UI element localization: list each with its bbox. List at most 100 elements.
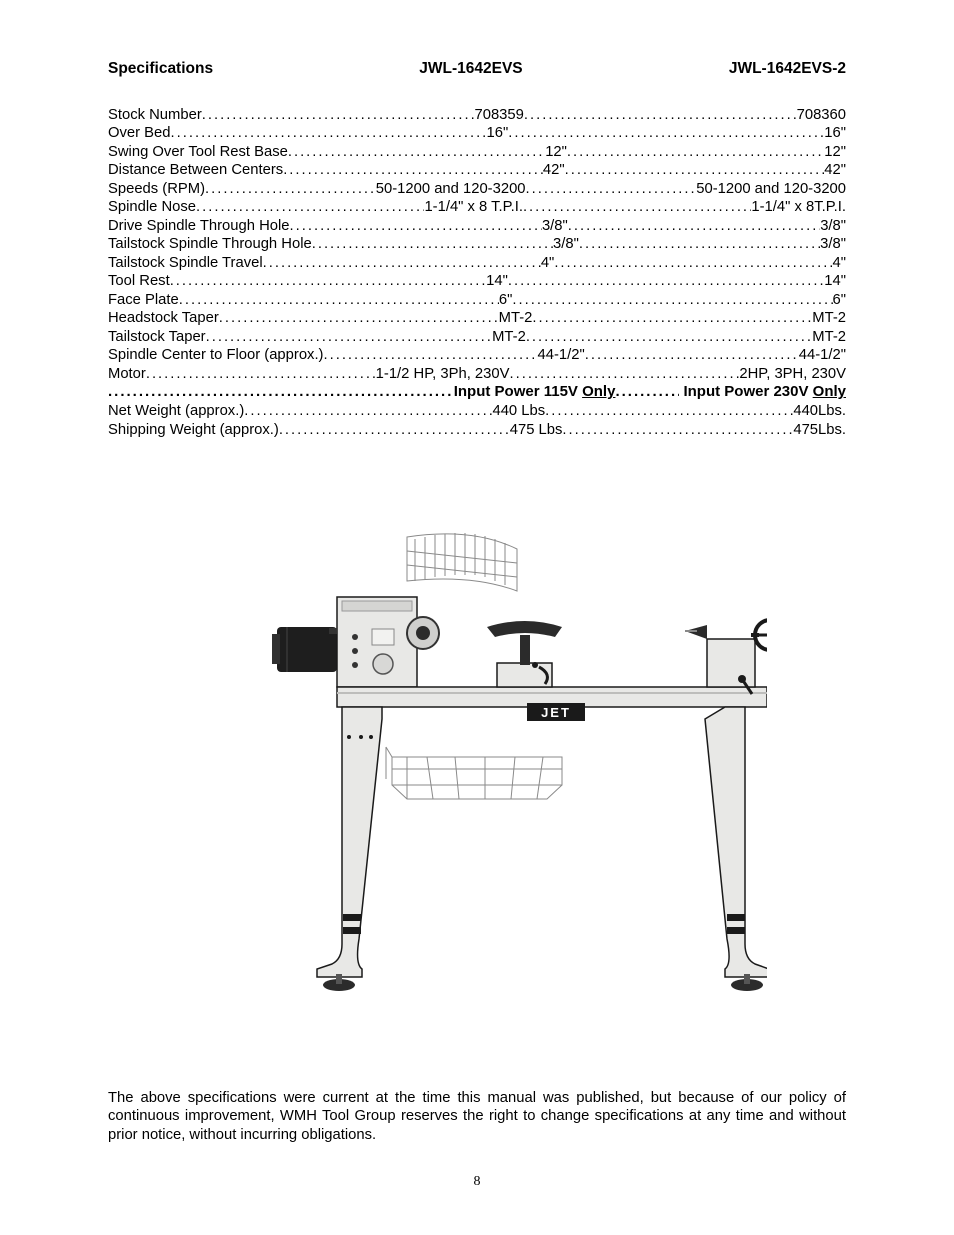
leader-dots xyxy=(508,272,824,290)
spec-label: Shipping Weight (approx.) xyxy=(108,421,279,439)
spec-table-lower: Net Weight (approx.)440 Lbs440Lbs.Shippi… xyxy=(108,402,846,439)
leader-dots xyxy=(196,198,424,216)
leader-dots xyxy=(205,180,376,198)
tool-rest xyxy=(487,621,562,687)
leader-dots xyxy=(244,402,492,420)
spec-value-model-2: 4" xyxy=(833,254,846,272)
spec-row: Spindle Center to Floor (approx.) 44-1/2"… xyxy=(108,346,846,364)
input-power-row: Input Power 115V Only Input Power 230V O… xyxy=(108,383,846,402)
spec-label: Spindle Nose xyxy=(108,198,196,216)
input-power-2-text: Input Power 230V xyxy=(683,383,812,400)
spec-label: Tool Rest xyxy=(108,272,170,290)
leader-dots xyxy=(288,143,545,161)
spec-value-model-2: 440Lbs. xyxy=(793,402,846,420)
leader-dots xyxy=(108,383,454,402)
spec-value-model-2: 3/8" xyxy=(820,235,846,253)
spec-value-model-1: 1-1/4" x 8 T.P.I. xyxy=(424,198,522,216)
spec-value-model-1: 50-1200 and 120-3200 xyxy=(376,180,526,198)
spec-value-model-1: 3/8" xyxy=(553,235,579,253)
input-power-2: Input Power 230V Only xyxy=(683,383,846,402)
spec-row: Swing Over Tool Rest Base12"12" xyxy=(108,143,846,161)
spec-label: Swing Over Tool Rest Base xyxy=(108,143,288,161)
leader-dots xyxy=(585,346,799,364)
right-leg xyxy=(705,707,767,991)
leader-dots xyxy=(526,328,812,346)
spec-value-model-2: 1-1/4" x 8T.P.I. xyxy=(751,198,846,216)
leader-dots xyxy=(312,235,553,253)
spec-label: Stock Number xyxy=(108,106,202,124)
spec-label: Drive Spindle Through Hole xyxy=(108,217,290,235)
brand-label: JET xyxy=(541,705,571,720)
header-model-2: JWL-1642EVS-2 xyxy=(729,60,846,78)
leader-dots xyxy=(263,254,541,272)
leader-dots xyxy=(171,124,487,142)
spec-value-model-2: 6" xyxy=(833,291,846,309)
spec-value-model-1: 6" xyxy=(499,291,512,309)
spec-value-model-1: 16" xyxy=(487,124,509,142)
spec-label: Motor xyxy=(108,365,146,383)
spec-header-row: Specifications JWL-1642EVS JWL-1642EVS-2 xyxy=(108,60,846,78)
leader-dots xyxy=(323,346,537,364)
leader-dots xyxy=(523,198,751,216)
spec-value-model-1: 4" xyxy=(541,254,554,272)
leader-dots xyxy=(615,383,679,402)
spec-label: Tailstock Spindle Through Hole xyxy=(108,235,312,253)
spec-value-model-2: MT-2 xyxy=(812,309,846,327)
spec-row: Distance Between Centers42"42" xyxy=(108,161,846,179)
motor xyxy=(272,627,337,672)
leader-dots xyxy=(219,309,499,327)
tailstock xyxy=(685,620,767,694)
spec-row: Stock Number 708359 708360 xyxy=(108,106,846,124)
spec-label: Headstock Taper xyxy=(108,309,219,327)
lathe-illustration: JET xyxy=(187,519,767,1009)
guard-cage xyxy=(407,533,517,591)
spec-row: Face Plate 6" 6" xyxy=(108,291,846,309)
spec-value-model-2: 14" xyxy=(824,272,846,290)
bed-groove xyxy=(337,692,767,694)
input-power-1: Input Power 115V Only xyxy=(454,383,616,402)
spec-row: Headstock Taper MT-2 MT-2 xyxy=(108,309,846,327)
spec-value-model-2: 42" xyxy=(824,161,846,179)
input-power-1-text: Input Power 115V xyxy=(454,383,582,400)
spec-row: Over Bed 16" 16" xyxy=(108,124,846,142)
leader-dots xyxy=(146,365,376,383)
page-number: 8 xyxy=(108,1174,846,1190)
spec-label: Speeds (RPM) xyxy=(108,180,205,198)
product-image-area: JET xyxy=(108,519,846,1009)
tool-basket xyxy=(386,747,562,799)
leader-dots xyxy=(202,106,475,124)
spec-label: Face Plate xyxy=(108,291,179,309)
spec-label: Over Bed xyxy=(108,124,171,142)
spec-value-model-2: 16" xyxy=(824,124,846,142)
leader-dots xyxy=(283,161,543,179)
spec-label: Spindle Center to Floor (approx.) xyxy=(108,346,323,364)
spec-value-model-2: 3/8" xyxy=(820,217,846,235)
leader-dots xyxy=(524,106,797,124)
spec-value-model-1: 475 Lbs xyxy=(510,421,563,439)
spec-value-model-1: MT-2 xyxy=(492,328,526,346)
spec-value-model-2: 44-1/2" xyxy=(799,346,846,364)
spec-value-model-2: 708360 xyxy=(797,106,846,124)
spec-value-model-1: 44-1/2" xyxy=(538,346,585,364)
leader-dots xyxy=(512,291,832,309)
leader-dots xyxy=(565,161,825,179)
leader-dots xyxy=(579,235,820,253)
spec-table-upper: Stock Number 708359 708360 Over Bed 16" 16" Sw… xyxy=(108,106,846,383)
spec-value-model-1: 440 Lbs xyxy=(492,402,545,420)
leader-dots xyxy=(554,254,832,272)
spec-value-model-1: 12" xyxy=(545,143,567,161)
leader-dots xyxy=(206,328,492,346)
spec-label: Distance Between Centers xyxy=(108,161,283,179)
input-power-2-only: Only xyxy=(813,383,846,400)
spec-row: Tailstock TaperMT-2MT-2 xyxy=(108,328,846,346)
document-page: Specifications JWL-1642EVS JWL-1642EVS-2… xyxy=(0,0,954,1230)
leader-dots xyxy=(170,272,486,290)
spec-value-model-2: 2HP, 3PH, 230V xyxy=(739,365,846,383)
headstock xyxy=(329,597,439,687)
leader-dots xyxy=(568,217,820,235)
spec-value-model-1: 3/8" xyxy=(542,217,568,235)
input-power-1-only: Only xyxy=(582,383,615,400)
spec-value-model-1: MT-2 xyxy=(499,309,533,327)
spec-row: Spindle Nose 1-1/4" x 8 T.P.I. 1-1/4" x 8T… xyxy=(108,198,846,216)
spec-value-model-1: 708359 xyxy=(474,106,523,124)
